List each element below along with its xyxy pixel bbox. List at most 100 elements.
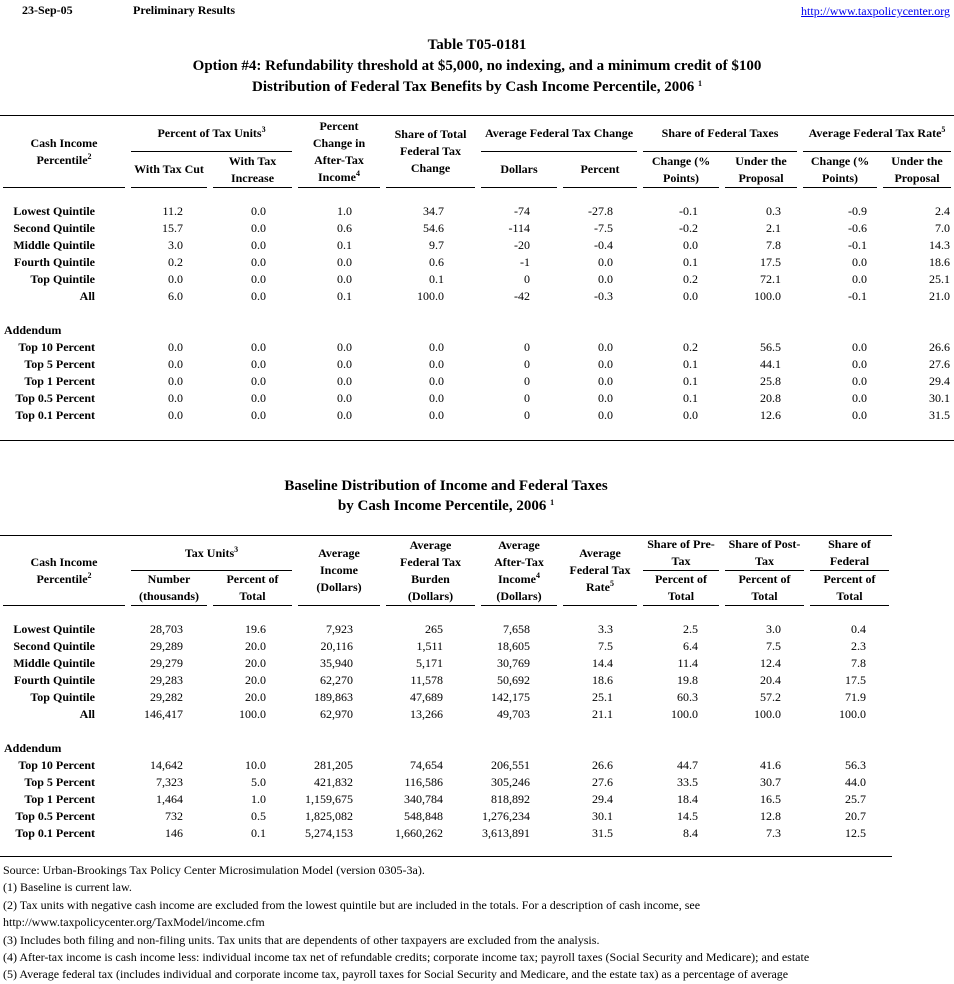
cell: 21.1 xyxy=(592,706,613,721)
cell: 11.4 xyxy=(677,655,698,670)
header-text: Change (% Points) xyxy=(651,153,711,185)
header-text: Under the Proposal xyxy=(891,153,943,185)
cell: 0.0 xyxy=(598,373,614,388)
cell: 0 xyxy=(524,271,531,286)
cell: 0.1 xyxy=(337,288,353,303)
header-text: Cash Income Percentile xyxy=(30,135,98,167)
cell: 44.0 xyxy=(845,774,866,789)
cell: 0.0 xyxy=(251,203,267,218)
title-line: Distribution of Federal Tax Benefits by … xyxy=(0,77,954,98)
column-header: Average Federal Tax Rate5 xyxy=(560,535,640,606)
cell: 281,205 xyxy=(314,757,353,772)
row-label: Top 0.1 Percent xyxy=(15,407,95,422)
table-header: Cash Income Percentile2 Tax Units3 Average… xyxy=(0,535,892,606)
cell: 0.0 xyxy=(251,254,267,269)
column-header: Share of Total Federal Tax Change xyxy=(383,115,479,188)
header-text: Average Federal Tax Rate xyxy=(808,126,942,141)
row-label: Lowest Quintile xyxy=(13,203,95,218)
header-text: Share of Federal Taxes xyxy=(661,126,779,141)
header-text: Dollars xyxy=(500,162,538,176)
cell: -0.1 xyxy=(848,288,868,303)
sub-header: With Tax Increase xyxy=(210,151,296,188)
sub-header: Dollars xyxy=(478,151,561,188)
cell: 0.0 xyxy=(168,373,183,388)
cell: 305,246 xyxy=(491,774,530,789)
header-text: Percent of Total xyxy=(654,572,708,603)
cell: 74,654 xyxy=(410,757,443,772)
cell: 20.0 xyxy=(245,638,266,653)
cell: 25.1 xyxy=(592,689,613,704)
cell: 7.5 xyxy=(766,638,781,653)
data-row: Top 1 Percent 0.0 0.0 0.0 0.0 0 0.0 0.1 25.8 0.0 2… xyxy=(0,373,954,390)
header-text: Percent of Total xyxy=(738,572,791,603)
header-text: Under the Proposal xyxy=(735,153,787,185)
cell: 0.0 xyxy=(683,237,699,252)
cell: 1.0 xyxy=(251,791,266,806)
cell: 35,940 xyxy=(320,655,353,670)
cell: 17.5 xyxy=(845,672,866,687)
row-label: Top 5 Percent xyxy=(24,356,95,371)
cell: 15.7 xyxy=(162,220,183,235)
cell: 0.0 xyxy=(337,339,353,354)
cell: 0.0 xyxy=(852,373,868,388)
cell: 0.0 xyxy=(598,390,614,405)
cell: 47,689 xyxy=(410,689,443,704)
cell: 0.0 xyxy=(251,339,267,354)
cell: 0.0 xyxy=(683,288,699,303)
data-row: All 146,417 100.0 62,970 13,266 49,703 21.1 100… xyxy=(0,706,892,723)
cell: 20.7 xyxy=(845,808,866,823)
cell: 31.5 xyxy=(592,825,613,840)
spacer xyxy=(0,606,892,621)
cell: 50,692 xyxy=(497,672,530,687)
note: (5) Average federal tax (includes indivi… xyxy=(3,967,789,982)
row-label: Second Quintile xyxy=(13,638,95,653)
cell: 14.4 xyxy=(592,655,613,670)
cell: 26.6 xyxy=(929,339,951,354)
header-row: With Tax Cut With Tax Increase Dollars Perc… xyxy=(0,151,954,188)
header-text: Average Income (Dollars) xyxy=(316,546,362,595)
cell: 5,274,153 xyxy=(305,825,353,840)
row-label: Top 1 Percent xyxy=(24,791,95,806)
cell: -0.2 xyxy=(679,220,699,235)
header-text: Average Federal Tax Change xyxy=(484,126,634,141)
cell: 72.1 xyxy=(760,271,782,286)
cell: 27.6 xyxy=(592,774,613,789)
cell: 11.2 xyxy=(162,203,183,218)
cell: 7,323 xyxy=(156,774,183,789)
cell: -0.1 xyxy=(679,203,699,218)
cell: 0.2 xyxy=(683,271,699,286)
cell: 14,642 xyxy=(150,757,183,772)
footnote-ref: 1 xyxy=(550,498,555,507)
cell: 13,266 xyxy=(410,706,443,721)
cell: 20.0 xyxy=(245,655,266,670)
cell: 0.0 xyxy=(598,254,614,269)
cell: 0.0 xyxy=(168,356,183,371)
column-header: Share of Federal xyxy=(807,535,892,571)
cell: -0.6 xyxy=(848,220,868,235)
cell: 0.0 xyxy=(251,220,267,235)
cell: 9.7 xyxy=(429,237,445,252)
cell: 56.5 xyxy=(760,339,782,354)
footnote-ref: 2 xyxy=(87,570,92,580)
column-header: Average Income (Dollars) xyxy=(295,535,383,606)
cell: 1,159,675 xyxy=(305,791,353,806)
cell: -0.1 xyxy=(848,237,868,252)
sub-header: Change (% Points) xyxy=(640,151,723,188)
cell: 7,923 xyxy=(326,621,353,636)
cell: 25.7 xyxy=(845,791,866,806)
table-header: Cash Income Percentile2 Percent of Tax Un… xyxy=(0,115,954,188)
header-text: Change (% Points) xyxy=(810,153,870,185)
column-header: Share of Post-Tax xyxy=(722,535,807,571)
spacer xyxy=(0,305,954,322)
cell: 12.8 xyxy=(760,808,781,823)
header-row: Number (thousands) Percent of Total Percen… xyxy=(0,570,892,606)
row-label: Top 10 Percent xyxy=(18,339,95,354)
cell: 44.7 xyxy=(677,757,698,772)
cell: 2.3 xyxy=(851,638,866,653)
addendum-row: Addendum xyxy=(0,322,954,339)
cell: 62,270 xyxy=(320,672,353,687)
cell: 100.0 xyxy=(417,288,445,303)
url-link[interactable]: http://www.taxpolicycenter.org xyxy=(801,4,950,18)
row-label: Top 5 Percent xyxy=(24,774,95,789)
column-header: Average Federal Tax Burden (Dollars) xyxy=(383,535,478,606)
